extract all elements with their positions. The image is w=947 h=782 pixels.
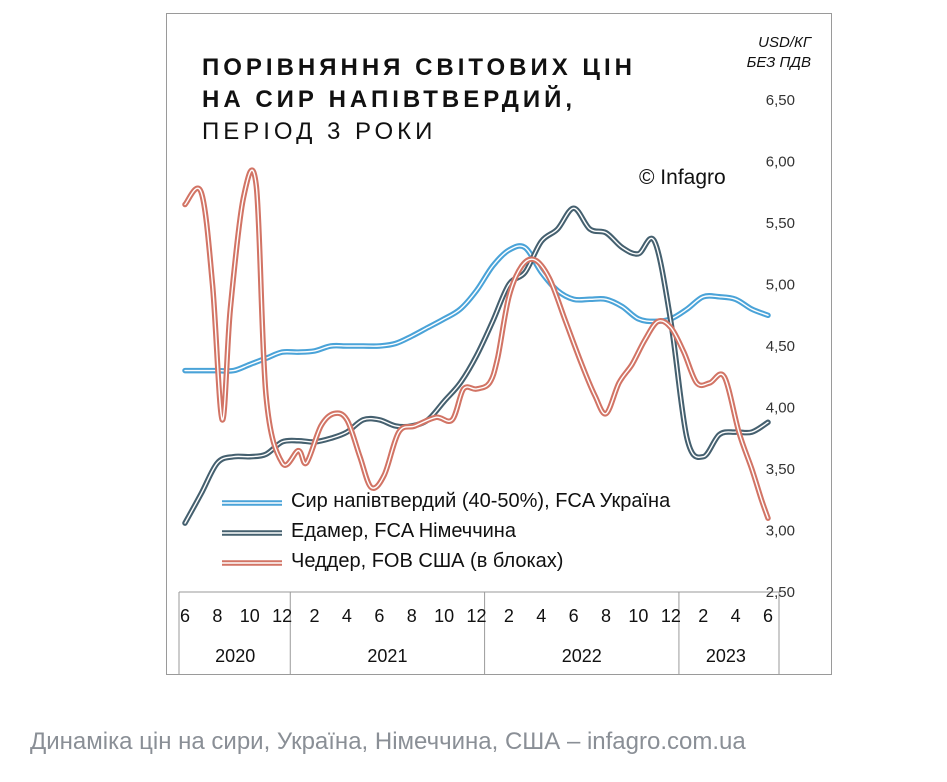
year-label: 2023: [706, 646, 746, 666]
x-tick-label: 8: [601, 606, 611, 626]
x-tick-label: 6: [374, 606, 384, 626]
y-tick-label: 3,00: [766, 523, 795, 540]
year-label: 2020: [215, 646, 255, 666]
copyright-label: © Infagro: [639, 166, 726, 189]
x-tick-label: 2: [310, 606, 320, 626]
x-tick-label: 4: [731, 606, 741, 626]
y-tick-label: 6,00: [766, 154, 795, 171]
series-line-germany: [182, 205, 771, 526]
chart-subtitle: ПЕРІОД 3 РОКИ: [202, 118, 437, 145]
legend-label-usa: Чеддер, FOB США (в блоках): [291, 550, 564, 572]
x-tick-label: 6: [569, 606, 579, 626]
chart-canvas: 6 8 10 12 2 4 6 8 10 12 2 4 6 8 10 12 2 4 6 2020 2021 2022 202…: [178, 92, 795, 674]
y-tick-label: 5,50: [766, 215, 795, 232]
x-tick-label: 12: [661, 606, 681, 626]
y-tick-label: 6,50: [766, 92, 795, 109]
x-tick-label: 8: [407, 606, 417, 626]
series-line-usa-core: [184, 169, 769, 519]
y-tick-label: 4,50: [766, 338, 795, 355]
y-tick-label: 3,50: [766, 461, 795, 478]
page-caption: Динаміка цін на сири, Україна, Німеччина…: [30, 728, 746, 755]
x-tick-label: 10: [240, 606, 260, 626]
x-tick-label: 12: [272, 606, 292, 626]
x-tick-label: 4: [536, 606, 546, 626]
x-tick-label: 12: [466, 606, 486, 626]
y-tick-label: 4,00: [766, 400, 795, 417]
legend-label-germany: Едамер, FCA Німеччина: [291, 520, 516, 542]
x-tick-label: 4: [342, 606, 352, 626]
x-tick-label: 2: [698, 606, 708, 626]
unit-label-vat: БЕЗ ПДВ: [746, 54, 811, 71]
year-label: 2021: [367, 646, 407, 666]
x-tick-label: 6: [180, 606, 190, 626]
series-line-germany-core: [184, 207, 769, 524]
x-tick-label: 2: [504, 606, 514, 626]
x-tick-label: 8: [212, 606, 222, 626]
x-tick-label: 10: [434, 606, 454, 626]
chart-figure: 6 8 10 12 2 4 6 8 10 12 2 4 6 8 10 12 2 4 6 2020 2021 2022 202…: [166, 13, 832, 675]
year-label: 2022: [562, 646, 602, 666]
x-tick-label: 6: [763, 606, 773, 626]
chart-title-line-1: ПОРІВНЯННЯ СВІТОВИХ ЦІН: [202, 54, 636, 81]
unit-label-currency: USD/КГ: [758, 34, 811, 51]
chart-title-line-2: НА СИР НАПІВТВЕРДИЙ,: [202, 86, 577, 113]
legend-label-ukraine: Сир напівтвердий (40-50%), FCA Україна: [291, 490, 671, 512]
y-tick-label: 2,50: [766, 584, 795, 601]
x-tick-label: 10: [628, 606, 648, 626]
y-tick-label: 5,00: [766, 277, 795, 294]
